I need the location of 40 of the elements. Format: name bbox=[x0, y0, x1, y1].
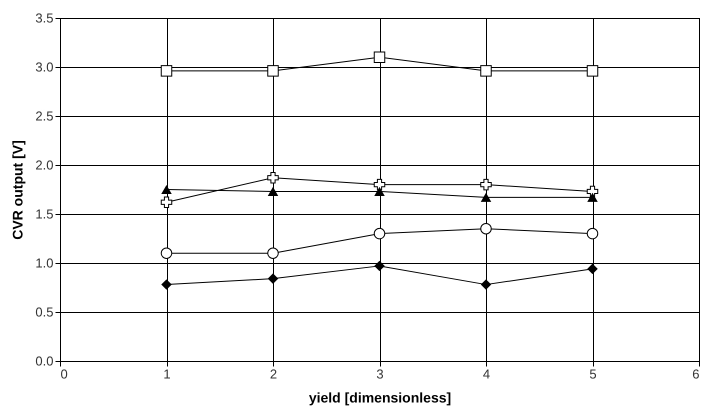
point bbox=[480, 279, 492, 290]
point bbox=[374, 51, 386, 63]
point bbox=[267, 172, 279, 184]
point bbox=[267, 65, 279, 77]
point bbox=[480, 178, 492, 190]
y-tick-label: 1.0 bbox=[35, 256, 54, 270]
point bbox=[160, 196, 172, 208]
y-tick-label: 1.5 bbox=[35, 206, 54, 222]
point bbox=[586, 65, 598, 77]
point bbox=[374, 260, 385, 272]
point bbox=[586, 228, 598, 240]
point bbox=[480, 65, 492, 77]
point bbox=[480, 222, 492, 234]
y-tick-label: 0.5 bbox=[35, 304, 54, 320]
point bbox=[268, 273, 278, 284]
point bbox=[587, 264, 598, 274]
point bbox=[160, 65, 172, 77]
y-tick-label: 3.0 bbox=[35, 60, 54, 74]
y-tick-label: 2.5 bbox=[35, 108, 54, 124]
x-tick-label: 4 bbox=[482, 366, 490, 382]
point bbox=[160, 247, 172, 259]
y-axis-title: CVR output [V] bbox=[9, 140, 26, 240]
x-tick-label: 6 bbox=[692, 366, 700, 382]
x-tick-label: 0 bbox=[60, 366, 68, 382]
point bbox=[161, 279, 172, 290]
point bbox=[267, 247, 279, 259]
y-tick-label: 0.0 bbox=[35, 354, 54, 368]
point bbox=[161, 184, 172, 194]
x-tick-label: 3 bbox=[376, 366, 384, 382]
y-tick-label: 2.0 bbox=[35, 158, 54, 172]
x-axis-title: yield [dimensionless] bbox=[308, 390, 452, 406]
point bbox=[374, 186, 385, 196]
point bbox=[480, 192, 492, 202]
point bbox=[374, 228, 386, 240]
point bbox=[587, 192, 598, 202]
x-tick-label: 2 bbox=[270, 366, 278, 382]
x-tick-label: 1 bbox=[163, 366, 171, 382]
x-tick-label: 5 bbox=[589, 366, 597, 382]
point bbox=[268, 186, 278, 196]
y-tick-label: 3.5 bbox=[35, 10, 54, 26]
